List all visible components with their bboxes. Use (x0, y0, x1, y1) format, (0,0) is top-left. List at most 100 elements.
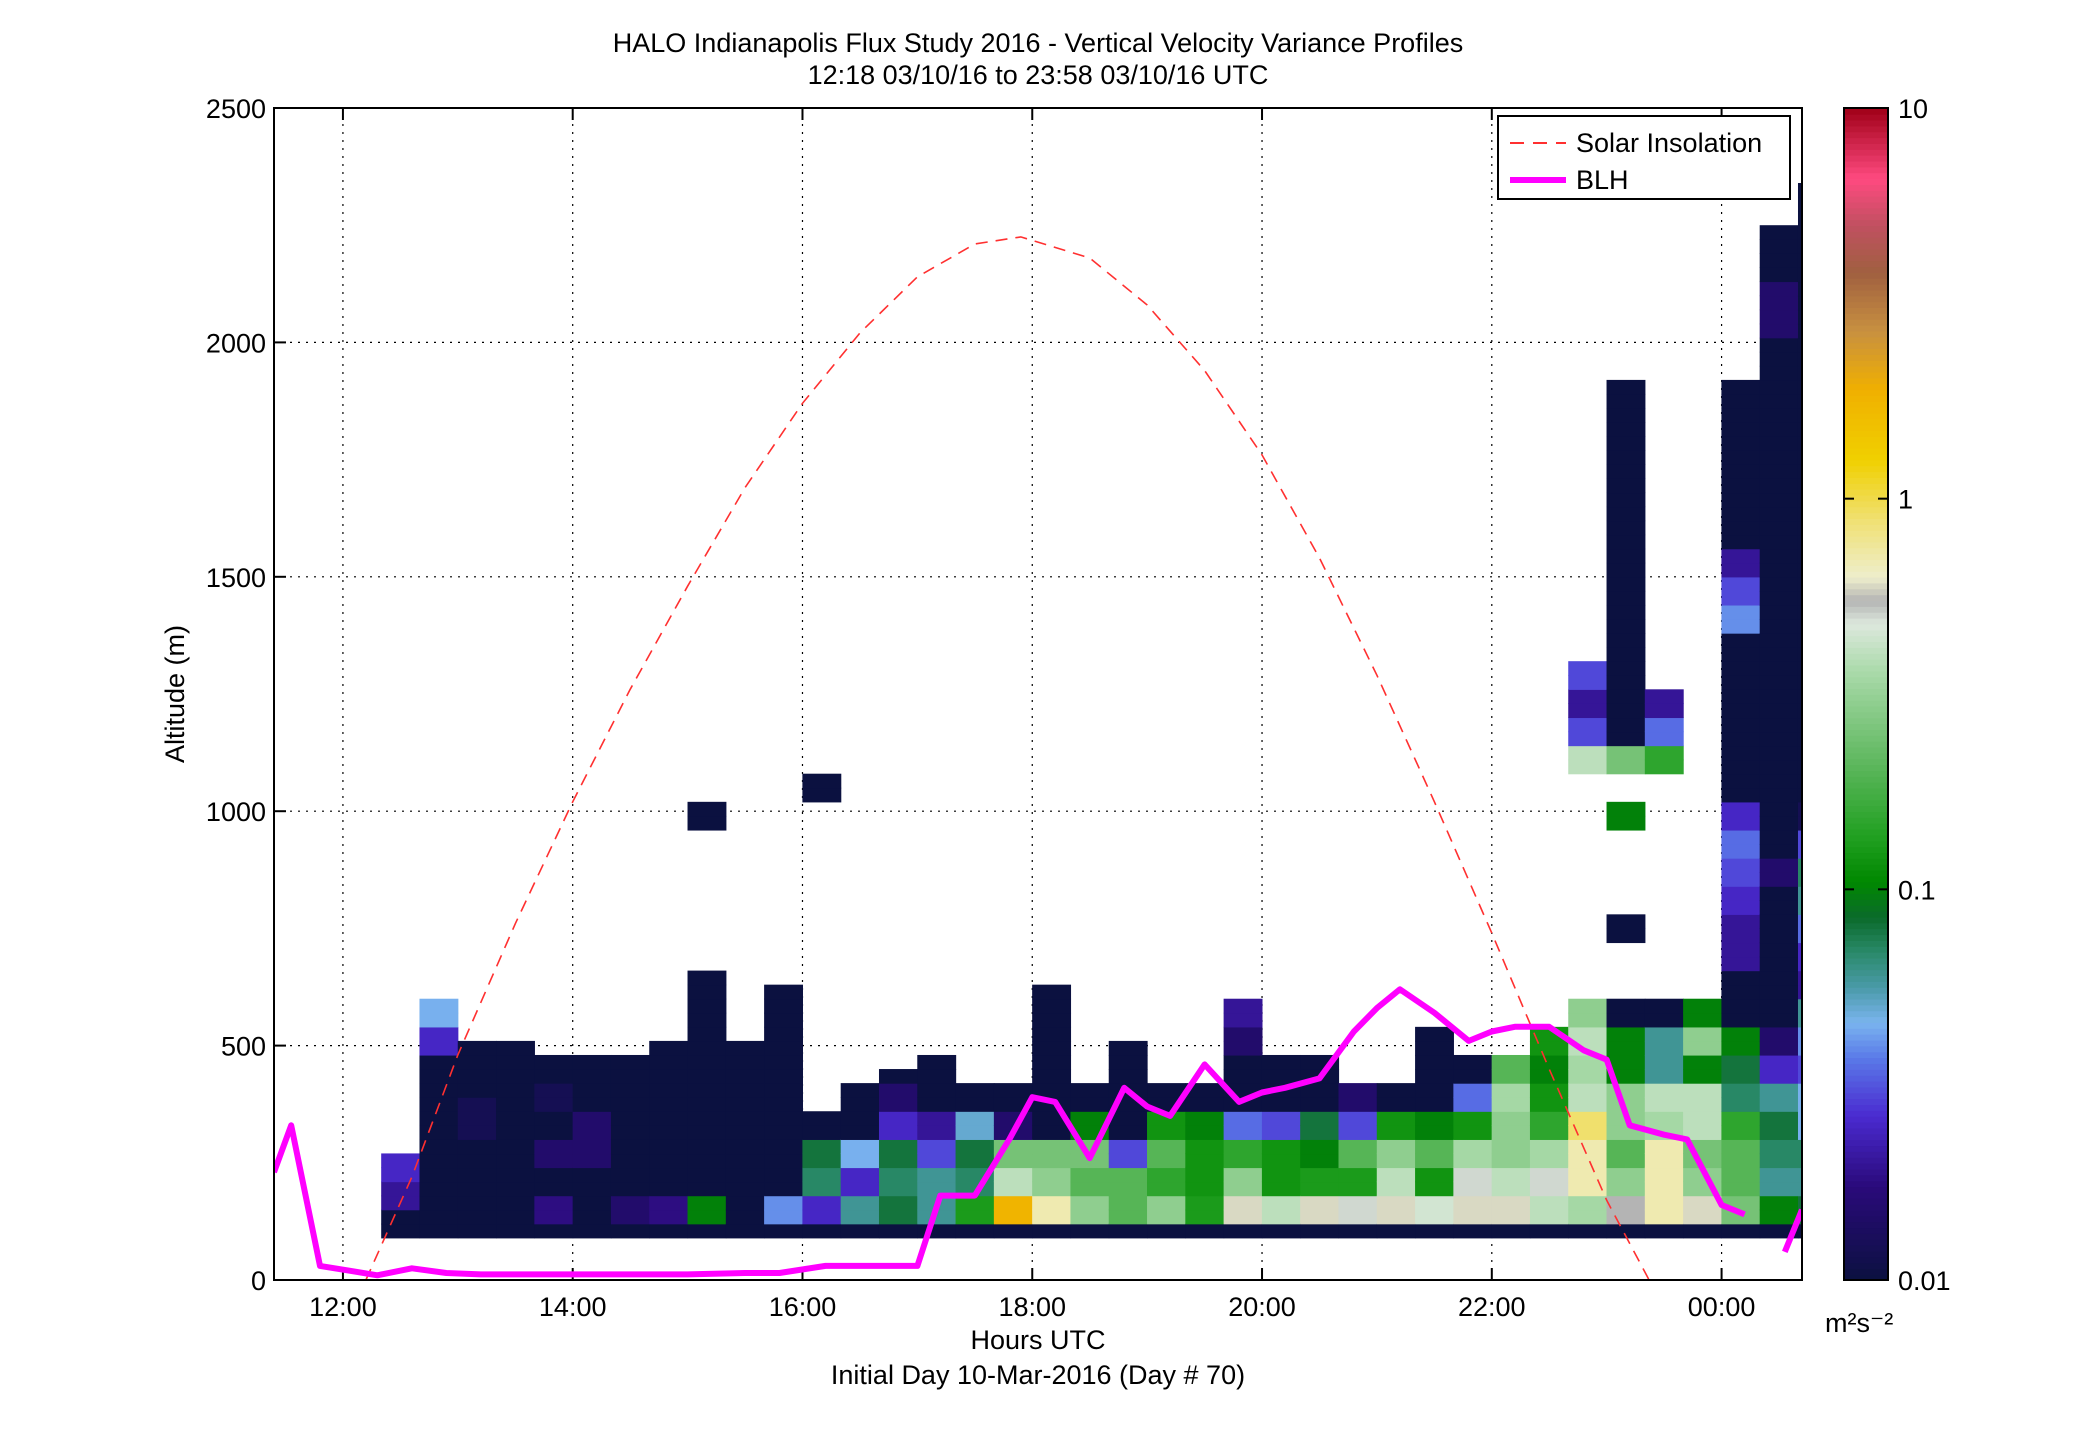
colorbar-band (1844, 166, 1888, 174)
heatmap-cell (1453, 1223, 1493, 1239)
heatmap-cell (649, 1139, 689, 1155)
heatmap-cell (878, 1181, 918, 1197)
colorbar-band (1844, 764, 1888, 771)
heatmap-cell (878, 1223, 918, 1239)
heatmap-cell (764, 1139, 804, 1155)
heatmap-cell (1338, 1167, 1378, 1183)
heatmap-cell (1797, 717, 1802, 733)
heatmap-cell (917, 1139, 957, 1155)
colorbar-band (1844, 248, 1888, 256)
heatmap-cell (1223, 1209, 1263, 1225)
colorbar-band (1844, 1215, 1888, 1223)
colorbar-band (1844, 840, 1888, 848)
heatmap-cell (1223, 1167, 1263, 1183)
colorbar-band (1844, 834, 1888, 842)
heatmap-cell (610, 1181, 650, 1197)
heatmap-cell (725, 1223, 765, 1239)
heatmap-cell (840, 1111, 880, 1126)
heatmap-cell (1721, 1054, 1761, 1070)
heatmap-cell (878, 1083, 918, 1098)
heatmap-cell (1797, 872, 1802, 887)
heatmap-cell (993, 1111, 1033, 1126)
colorbar-band (1844, 676, 1888, 684)
heatmap-cell (419, 1012, 459, 1028)
colorbar-band (1844, 324, 1888, 332)
heatmap-cell (496, 1083, 535, 1098)
heatmap-cell (1108, 1153, 1148, 1169)
colorbar-band (1844, 998, 1888, 1006)
heatmap-cell (764, 1195, 804, 1211)
heatmap-cell (649, 1040, 689, 1056)
heatmap-cell (1721, 604, 1761, 620)
heatmap-cell (1797, 1026, 1802, 1042)
y-tick-label: 2500 (206, 94, 266, 124)
heatmap-cell (1147, 1111, 1186, 1126)
heatmap-cell (1721, 815, 1761, 831)
heatmap-cell (1644, 1181, 1684, 1197)
heatmap-cell (649, 1167, 689, 1183)
colorbar-band (1844, 600, 1888, 607)
heatmap-cell (1759, 928, 1799, 944)
heatmap-cell (419, 1111, 459, 1126)
heatmap-cell (1721, 562, 1761, 578)
colorbar-band (1844, 401, 1888, 408)
heatmap-cell (1644, 1097, 1684, 1112)
heatmap-cell (1759, 1167, 1799, 1183)
colorbar-band (1844, 975, 1888, 982)
colorbar-band (1844, 635, 1888, 643)
x-axis-label: Hours UTC (970, 1325, 1105, 1355)
colorbar-band (1844, 1098, 1888, 1105)
heatmap-cell (1644, 745, 1684, 761)
heatmap-cell (1797, 464, 1802, 479)
colorbar-tick-label: 0.1 (1898, 875, 1936, 905)
heatmap-cell (955, 1083, 995, 1098)
colorbar-band (1844, 781, 1888, 789)
heatmap-cell (1606, 689, 1646, 704)
colorbar-band (1844, 570, 1888, 578)
heatmap-cell (419, 1209, 459, 1225)
heatmap-cell (610, 1097, 650, 1112)
y-tick-label: 1500 (206, 563, 266, 593)
heatmap-cell (534, 1125, 574, 1140)
heatmap-cell (687, 970, 727, 986)
heatmap-cell (1759, 661, 1799, 676)
heatmap-cell (1108, 1125, 1148, 1140)
colorbar-band (1844, 219, 1888, 226)
legend-box (1497, 115, 1791, 200)
heatmap-cell (1683, 1223, 1723, 1239)
heatmap-cell (534, 1083, 574, 1098)
heatmap-cell (1797, 211, 1802, 226)
heatmap-cell (457, 1209, 497, 1225)
heatmap-cell (1759, 267, 1799, 283)
heatmap-cell (1606, 379, 1646, 395)
colorbar-band (1844, 594, 1888, 602)
heatmap-cell (1606, 436, 1646, 451)
colorbar-band (1844, 231, 1888, 238)
heatmap-cell (1759, 829, 1799, 845)
heatmap-cell (917, 1181, 957, 1197)
heatmap-cell (1759, 1012, 1799, 1028)
colorbar-band (1844, 606, 1888, 613)
heatmap-cell (1491, 1111, 1531, 1126)
heatmap-cell (1797, 886, 1802, 901)
heatmap-cell (1759, 1209, 1799, 1225)
heatmap-cell (1606, 548, 1646, 564)
heatmap-cell (1147, 1195, 1186, 1211)
heatmap-cell (993, 1181, 1033, 1197)
heatmap-cell (764, 1209, 804, 1225)
heatmap-cell (1797, 590, 1802, 606)
heatmap-cell (1797, 1139, 1802, 1155)
colorbar-band (1844, 318, 1888, 326)
heatmap-cell (496, 1209, 535, 1225)
colorbar-band (1844, 1121, 1888, 1129)
colorbar-band (1844, 1203, 1888, 1211)
heatmap-cell (1223, 1040, 1263, 1056)
heatmap-cell (1797, 787, 1802, 803)
colorbar-band (1844, 1039, 1888, 1047)
heatmap-cell (1644, 1223, 1684, 1239)
colorbar-band (1844, 260, 1888, 268)
heatmap-cell (1568, 717, 1608, 733)
heatmap-cell (1797, 1083, 1802, 1098)
heatmap-cell (1721, 872, 1761, 887)
heatmap-cell (1453, 1125, 1493, 1140)
